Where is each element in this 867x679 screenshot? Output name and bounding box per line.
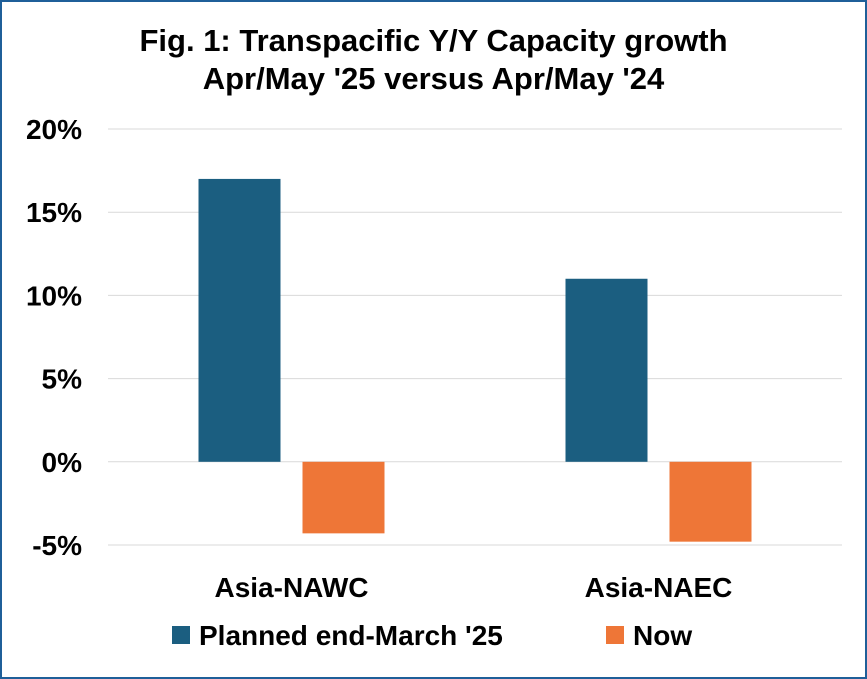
chart-subtitle: Apr/May '25 versus Apr/May '24 (202, 61, 665, 96)
legend-label: Now (633, 620, 692, 651)
y-tick-label: 20% (26, 114, 82, 145)
y-tick-label: 10% (26, 280, 82, 311)
bar (565, 278, 648, 462)
legend-swatch (606, 626, 624, 644)
bar (198, 178, 281, 462)
y-tick-label: -5% (32, 530, 82, 561)
category-label: Asia-NAWC (214, 572, 368, 603)
bar (302, 461, 385, 534)
y-tick-label: 0% (42, 447, 83, 478)
y-tick-label: 15% (26, 197, 82, 228)
chart-title: Fig. 1: Transpacific Y/Y Capacity growth (139, 23, 728, 58)
legend-swatch (172, 626, 190, 644)
category-label: Asia-NAEC (585, 572, 733, 603)
legend-label: Planned end-March '25 (199, 620, 503, 651)
y-tick-label: 5% (42, 364, 83, 395)
bar (669, 461, 752, 542)
